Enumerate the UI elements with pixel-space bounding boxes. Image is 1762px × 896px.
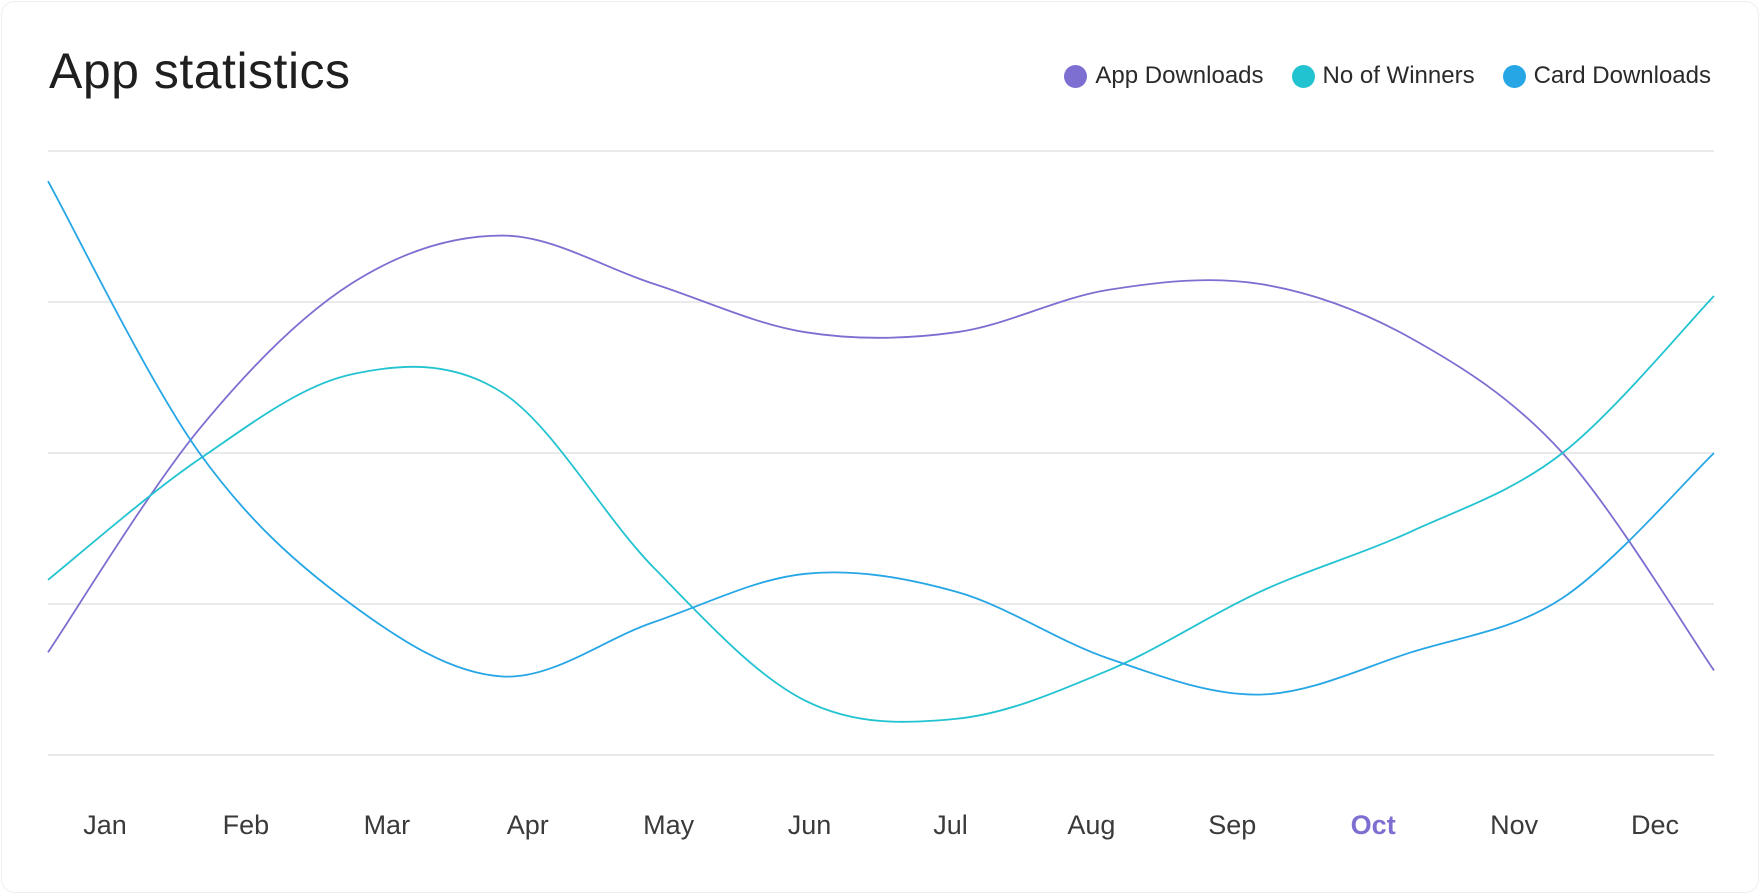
x-tick-mar[interactable]: Mar <box>364 810 411 840</box>
series-line-no-of-winners[interactable] <box>47 295 1715 723</box>
x-tick-jul[interactable]: Jul <box>933 810 968 840</box>
legend-label-no-of-winners: No of Winners <box>1322 62 1475 89</box>
series-line-app-downloads[interactable] <box>47 234 1715 671</box>
legend-item-app-downloads[interactable]: App Downloads <box>1064 62 1264 90</box>
x-tick-jun[interactable]: Jun <box>788 810 832 840</box>
x-tick-jan[interactable]: Jan <box>83 810 127 840</box>
x-tick-dec[interactable]: Dec <box>1631 810 1679 840</box>
x-tick-may[interactable]: May <box>643 810 695 840</box>
chart-title: App statistics <box>49 43 351 99</box>
x-tick-sep[interactable]: Sep <box>1208 810 1256 840</box>
x-axis-ticks: Jan Feb Mar Apr May Jun Jul Aug Sep Oct Nov Dec <box>83 810 1679 840</box>
x-tick-feb[interactable]: Feb <box>223 810 270 840</box>
legend-label-app-downloads: App Downloads <box>1095 62 1264 89</box>
chart-legend: App Downloads No of Winners Card Downloa… <box>1064 62 1711 90</box>
x-tick-nov[interactable]: Nov <box>1490 810 1539 840</box>
legend-item-card-downloads[interactable]: Card Downloads <box>1502 62 1711 90</box>
legend-dot-card-downloads <box>1502 64 1526 88</box>
series-line-card-downloads[interactable] <box>47 180 1715 696</box>
grid-lines <box>48 150 1714 756</box>
x-tick-aug[interactable]: Aug <box>1067 810 1115 840</box>
legend-dot-app-downloads <box>1064 64 1088 88</box>
x-tick-apr[interactable]: Apr <box>507 810 549 840</box>
x-tick-oct[interactable]: Oct <box>1351 810 1396 840</box>
legend-item-no-of-winners[interactable]: No of Winners <box>1291 62 1475 90</box>
series-lines <box>47 180 1715 723</box>
legend-label-card-downloads: Card Downloads <box>1533 62 1711 89</box>
legend-dot-no-of-winners <box>1291 64 1315 88</box>
